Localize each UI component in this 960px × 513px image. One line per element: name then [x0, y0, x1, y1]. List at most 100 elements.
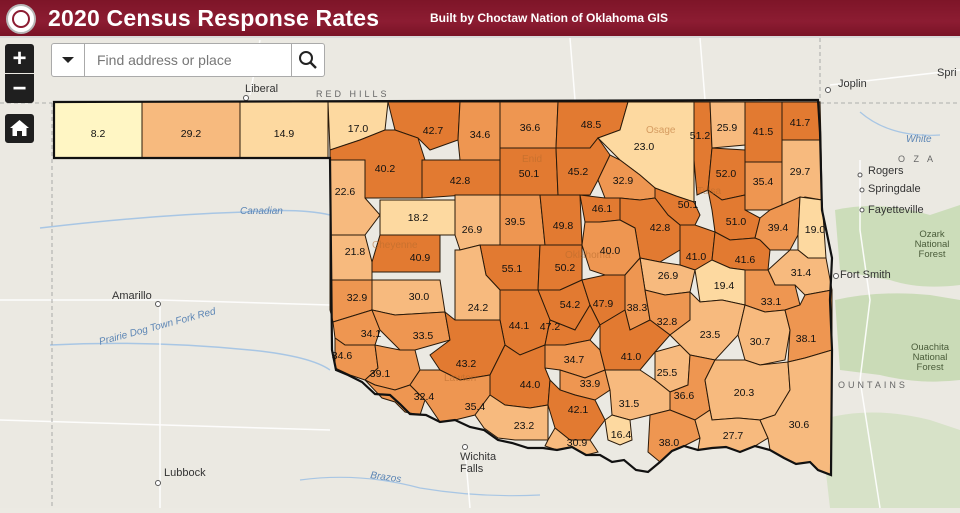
county-value-label: 41.6 — [735, 254, 756, 266]
app-subtitle: Built by Choctaw Nation of Oklahoma GIS — [430, 11, 669, 25]
county-value-label: 38.1 — [796, 333, 817, 345]
county-value-label: 23.0 — [634, 141, 655, 153]
county-value-labels: 8.2 29.2 14.9 17.0 42.7 34.6 36.6 48.5 23.0 51.2 2… — [91, 117, 826, 449]
county-value-label: 34.6 — [470, 129, 491, 141]
search-widget — [51, 43, 325, 77]
basemap-forest-labels: Ozark National Forest Ouachita National … — [911, 229, 950, 373]
county-polygon[interactable] — [364, 379, 426, 416]
forest-label: Forest — [919, 249, 946, 260]
county-value-label: 34.7 — [564, 354, 585, 366]
county-value-label: 8.2 — [91, 128, 106, 140]
search-input[interactable] — [84, 43, 292, 77]
place-label: Wichita — [460, 451, 497, 463]
place-label: Springdale — [868, 183, 921, 195]
county-value-label: 52.0 — [716, 168, 737, 180]
county-value-label: 41.5 — [753, 126, 774, 138]
search-icon — [299, 51, 317, 69]
place-label: Liberal — [245, 83, 278, 95]
map-view[interactable]: Liberal Joplin Rogers Springdale Fayette… — [0, 37, 960, 509]
county-value-label: 40.9 — [410, 252, 431, 264]
terrain-label: O Z A — [898, 154, 936, 164]
county-value-label: 50.2 — [555, 262, 576, 274]
county-value-label: 33.9 — [580, 378, 601, 390]
county-value-label: 41.0 — [621, 351, 642, 363]
svg-text:Tulsa: Tulsa — [697, 186, 722, 197]
county-value-label: 47.2 — [540, 321, 561, 333]
county-polygon[interactable] — [737, 304, 791, 366]
search-button[interactable] — [291, 43, 325, 77]
county-value-label: 55.1 — [502, 263, 523, 275]
county-value-label: 14.9 — [274, 128, 295, 140]
county-polygon[interactable] — [581, 219, 641, 276]
county-value-label: 30.6 — [789, 419, 810, 431]
county-value-label: 36.6 — [674, 390, 695, 402]
place-label: Fort Smith — [840, 269, 891, 281]
county-value-label: 19.4 — [714, 280, 735, 292]
basemap-place-labels: Liberal Joplin Rogers Springdale Fayette… — [112, 78, 924, 486]
county-value-label: 42.7 — [423, 125, 444, 137]
choctaw-seal-logo — [6, 4, 36, 34]
svg-text:Lawton: Lawton — [444, 373, 476, 384]
county-value-label: 32.9 — [347, 292, 368, 304]
zoom-out-button[interactable]: − — [5, 74, 34, 103]
search-source-dropdown[interactable] — [51, 43, 85, 77]
county-value-label: 32.8 — [657, 316, 678, 328]
county-polygons — [53, 101, 833, 476]
oklahoma-state-outline — [52, 98, 834, 477]
county-value-label: 32.4 — [414, 391, 435, 403]
county-value-label: 48.5 — [581, 119, 602, 131]
county-value-label: 43.2 — [456, 358, 477, 370]
county-value-label: 25.9 — [717, 122, 738, 134]
place-label: Lubbock — [164, 467, 206, 479]
county-value-label: 34.6 — [332, 350, 353, 362]
county-value-label: 35.4 — [465, 401, 486, 413]
county-value-label: 29.7 — [790, 166, 811, 178]
county-value-label: 20.3 — [734, 387, 755, 399]
county-value-label: 30.9 — [567, 437, 588, 449]
county-value-label: 34.1 — [361, 328, 382, 340]
county-value-label: 42.8 — [650, 222, 671, 234]
county-value-label: 51.2 — [690, 130, 711, 142]
county-value-label: 49.8 — [553, 220, 574, 232]
place-label: Falls — [460, 463, 484, 475]
zoom-in-button[interactable]: + — [5, 44, 34, 73]
county-value-label: 40.2 — [375, 163, 396, 175]
county-value-label: 46.1 — [592, 203, 613, 215]
county-value-label: 30.0 — [409, 291, 430, 303]
county-polygon[interactable] — [599, 309, 671, 371]
county-value-label: 32.9 — [613, 175, 634, 187]
county-value-label: 22.6 — [335, 186, 356, 198]
county-value-label: 30.7 — [750, 336, 771, 348]
county-polygon[interactable] — [371, 234, 441, 273]
place-label: Fayetteville — [868, 204, 924, 216]
county-value-label: 19.0 — [805, 224, 826, 236]
county-value-label: 35.4 — [753, 176, 774, 188]
county-value-label: 31.5 — [619, 398, 640, 410]
county-value-label: 16.4 — [611, 429, 632, 441]
place-label: Rogers — [868, 165, 904, 177]
home-button[interactable] — [5, 114, 34, 143]
river-label: Brazos — [370, 470, 402, 485]
county-value-label: 39.1 — [370, 368, 391, 380]
forest-label: Ozark — [919, 229, 945, 240]
county-value-label: 23.2 — [514, 420, 535, 432]
terrain-label: RED HILLS — [316, 89, 390, 99]
county-polygon[interactable] — [454, 194, 501, 251]
home-icon — [10, 120, 29, 136]
chevron-down-icon — [62, 57, 74, 63]
basemap-terrain-labels: RED HILLS OUNTAINS O Z A Spri — [316, 67, 957, 390]
county-value-label: 23.5 — [700, 329, 721, 341]
county-value-label: 38.3 — [627, 302, 648, 314]
svg-text:Cheyenne: Cheyenne — [372, 240, 418, 251]
county-value-label: 40.0 — [600, 245, 621, 257]
place-label: Amarillo — [112, 290, 152, 302]
county-polygon[interactable] — [604, 414, 633, 446]
county-value-label: 39.5 — [505, 216, 526, 228]
place-label: Spri — [937, 67, 957, 79]
county-value-label: 17.0 — [348, 123, 369, 135]
county-value-label: 25.5 — [657, 367, 678, 379]
svg-text:Oklahoma: Oklahoma — [565, 250, 611, 261]
svg-text:Osage: Osage — [646, 125, 676, 136]
county-value-label: 39.4 — [768, 222, 789, 234]
forest-label: National — [913, 352, 948, 363]
